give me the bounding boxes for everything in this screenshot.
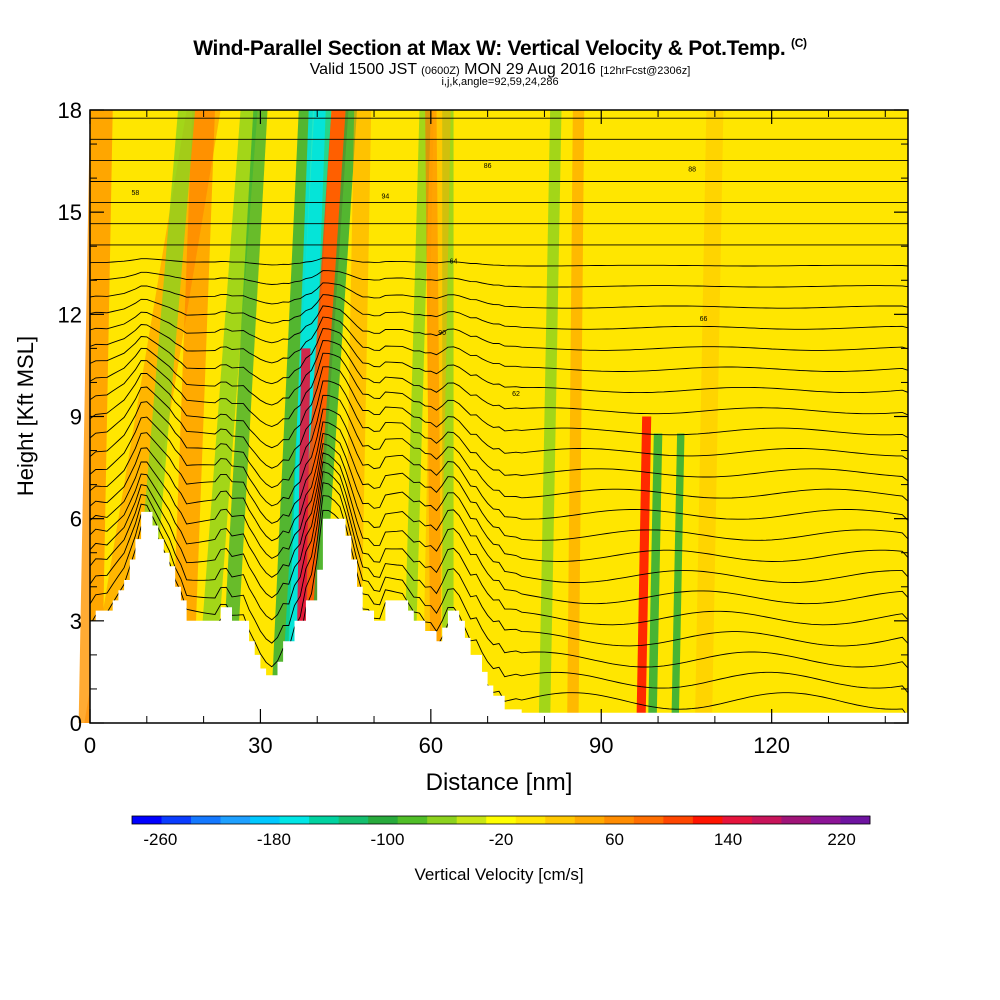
theta-contour <box>90 482 908 669</box>
theta-contour <box>90 366 908 461</box>
y-tick-label: 18 <box>58 98 82 123</box>
contour-label: 88 <box>688 166 696 173</box>
y-tick-label: 0 <box>70 711 82 736</box>
colorbar-swatch <box>309 816 340 824</box>
y-tick-label: 9 <box>70 405 82 430</box>
theta-contours <box>90 117 908 718</box>
colorbar-label: Vertical Velocity [cm/s] <box>414 865 583 884</box>
colorbar-tick-label: -100 <box>370 830 404 849</box>
theta-contour <box>90 282 908 309</box>
colorbar-tick-label: -180 <box>257 830 291 849</box>
colorbar-swatch <box>810 816 841 824</box>
colorbar-swatch <box>191 816 221 824</box>
x-tick-label: 90 <box>589 733 613 758</box>
velocity-band <box>636 416 652 723</box>
contour-label: 62 <box>512 391 520 398</box>
velocity-band <box>671 433 685 723</box>
colorbar-swatch <box>545 816 576 824</box>
theta-contour <box>90 305 908 351</box>
velocity-band <box>694 110 724 723</box>
theta-contour <box>90 421 908 541</box>
chart-title: Wind-Parallel Section at Max W: Vertical… <box>193 36 807 60</box>
theta-contour <box>90 340 908 416</box>
colorbar-swatch <box>338 816 369 824</box>
x-tick-label: 120 <box>753 733 790 758</box>
colorbar-tick-label: -20 <box>489 830 514 849</box>
colorbar-swatch <box>663 816 694 824</box>
colorbar-frame <box>131 815 871 825</box>
theta-contour <box>90 408 908 521</box>
contour-label: 64 <box>450 258 458 265</box>
colorbar-swatch <box>368 816 399 824</box>
velocity-band <box>305 110 357 723</box>
theta-contour <box>90 394 908 502</box>
theta-contour <box>90 352 908 438</box>
colorbar-swatch <box>515 816 546 824</box>
colorbar-swatch <box>633 816 664 824</box>
velocity-band <box>567 110 585 723</box>
colorbar-swatch <box>574 816 605 824</box>
theta-contour <box>90 471 908 647</box>
colorbar-swatch <box>604 816 635 824</box>
colorbar-swatch <box>279 816 310 824</box>
contour-label: 58 <box>132 190 140 197</box>
contour-labels: 58 86 88 94 90 64 66 62 <box>132 163 708 398</box>
chart-params: i,j,k,angle=92,59,24,286 <box>441 76 559 88</box>
x-axis-label: Distance [nm] <box>426 769 573 796</box>
colorbar-swatch <box>161 816 192 824</box>
y-tick-label: 15 <box>58 200 82 225</box>
colorbar-swatch <box>132 816 162 824</box>
theta-contour <box>90 257 908 267</box>
y-axis-label: Height [Kft MSL] <box>13 336 38 496</box>
colorbar-swatch <box>722 816 753 824</box>
theta-contour <box>90 461 908 626</box>
colorbar-tick-label: 60 <box>605 830 624 849</box>
colorbar-swatch <box>397 816 428 824</box>
contour-label: 66 <box>700 316 708 323</box>
x-tick-label: 0 <box>84 733 96 758</box>
x-tick-label: 60 <box>419 733 443 758</box>
y-tick-label: 6 <box>70 507 82 532</box>
x-tick-label: 30 <box>248 733 272 758</box>
y-tick-label: 12 <box>58 302 82 327</box>
velocity-band <box>422 110 451 723</box>
velocity-band <box>270 110 313 723</box>
colorbar-swatch <box>840 816 871 824</box>
terrain <box>90 511 908 723</box>
colorbar-swatch <box>781 816 812 824</box>
theta-contour <box>90 328 908 394</box>
y-tick-label: 3 <box>70 609 82 634</box>
colorbar-tick-label: -260 <box>143 830 177 849</box>
contour-label: 94 <box>381 194 389 201</box>
velocity-band <box>402 110 431 723</box>
theta-contour <box>90 316 908 372</box>
colorbar-swatch <box>692 816 723 824</box>
contour-label: 90 <box>438 330 446 337</box>
theta-contour <box>90 432 908 562</box>
colorbar-swatch <box>486 816 517 824</box>
theta-contour <box>90 443 908 584</box>
colorbar-tick-label: 220 <box>827 830 855 849</box>
colorbar-swatch <box>427 816 458 824</box>
contour-label: 86 <box>484 163 492 170</box>
velocity-band <box>195 110 258 723</box>
velocity-band <box>648 433 663 723</box>
colorbar-swatch <box>751 816 782 824</box>
theta-contour <box>90 294 908 330</box>
colorbar-swatch <box>250 816 280 824</box>
colorbar: -260 -180 -100 -20 60 140 220 <box>131 815 871 849</box>
velocity-band <box>538 110 562 723</box>
colorbar-swatch <box>456 816 487 824</box>
theta-contour <box>90 270 908 288</box>
colorbar-tick-label: 140 <box>714 830 742 849</box>
theta-contour <box>90 452 908 605</box>
colorbar-swatch <box>220 816 251 824</box>
theta-contour <box>90 495 908 694</box>
chart-subtitle: Valid 1500 JST (0600Z) MON 29 Aug 2016 [… <box>309 61 691 78</box>
axes: 0 30 60 90 120 0 3 6 9 12 15 18 <box>58 98 908 758</box>
theta-contour <box>90 380 908 482</box>
